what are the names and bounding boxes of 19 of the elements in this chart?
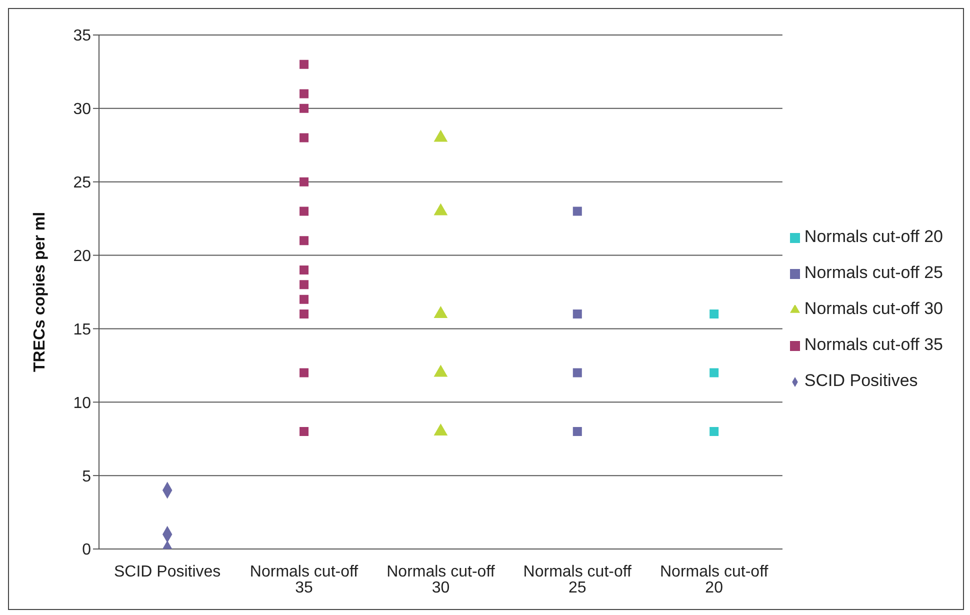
legend-label: Normals cut-off 35 <box>804 335 943 354</box>
x-tick-label: Normals cut-off 35 <box>250 563 359 596</box>
x-tick-label: Normals cut-off 20 <box>660 563 769 596</box>
y-tick-label: 25 <box>73 174 92 192</box>
x-tick-label: Normals cut-off 30 <box>386 563 496 596</box>
y-tick-label: 5 <box>82 468 92 486</box>
legend-label: Normals cut-off 25 <box>804 263 943 282</box>
y-tick-label: 0 <box>82 542 92 559</box>
y-tick-label: 10 <box>73 394 92 412</box>
y-tick-label: 30 <box>73 101 92 118</box>
legend-label: Normals cut-off 30 <box>804 299 943 318</box>
legend-label: Normals cut-off 20 <box>804 227 943 246</box>
y-tick-label: 35 <box>73 28 92 45</box>
y-tick-label: 20 <box>73 248 92 265</box>
x-tick-label: SCID Positives <box>114 563 221 580</box>
x-tick-label: Normals cut-off 25 <box>523 563 632 596</box>
y-axis-title: TRECs copies per ml <box>32 212 49 372</box>
y-tick-label: 15 <box>73 321 92 338</box>
legend-label: SCID Positives <box>804 371 918 390</box>
